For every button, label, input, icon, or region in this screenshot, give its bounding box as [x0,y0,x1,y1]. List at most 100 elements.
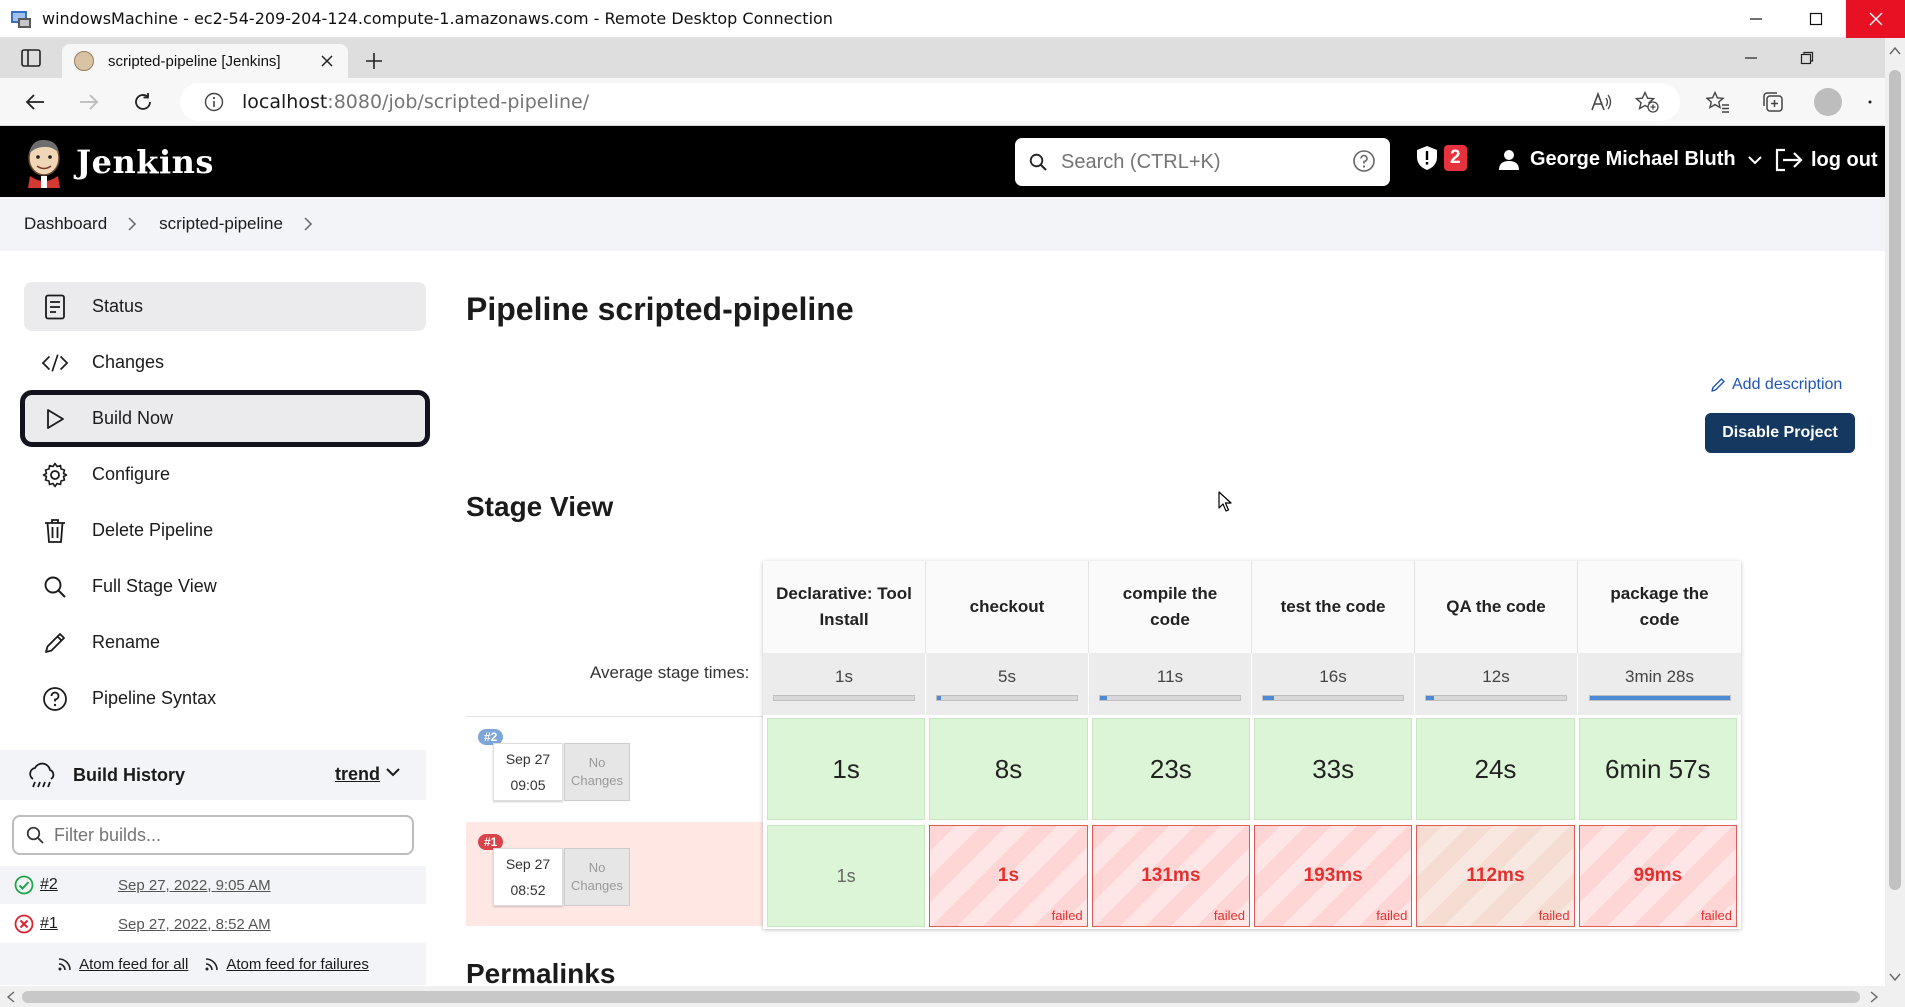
horizontal-scroll-thumb[interactable] [22,991,1860,1003]
stage-build-row-header[interactable]: #1 Sep 27 08:52 No Changes [466,822,763,926]
build-date: Sep 27 [505,751,551,767]
sidebar: Status Changes Build Now Configure Delet… [20,282,430,730]
atom-feed-failures-link[interactable]: Atom feed for failures [204,956,369,973]
sidebar-item-changes[interactable]: Changes [24,338,426,387]
jenkins-search-input[interactable] [1061,150,1331,174]
chevron-down-icon[interactable] [386,767,400,777]
average-time-bar-fill [937,696,942,700]
success-check-icon [14,875,34,895]
sidebar-item-configure[interactable]: Configure [24,450,426,499]
new-tab-button[interactable] [354,44,394,78]
mouse-cursor-icon [1218,491,1232,512]
minimize-icon [1745,57,1757,59]
star-plus-icon [1635,91,1659,113]
stage-cell-time: 1s [997,865,1020,886]
favorites-button[interactable] [1690,78,1745,126]
stage-cell-success[interactable]: 1s [767,825,926,927]
browser-minimize-button[interactable] [1723,38,1779,78]
site-info-button[interactable] [194,83,234,121]
logout-link[interactable]: log out [1775,148,1878,172]
sidebar-item-delete-pipeline[interactable]: Delete Pipeline [24,506,426,555]
breadcrumb-scripted-pipeline[interactable]: scripted-pipeline [159,214,283,233]
stage-cell-success[interactable]: 1s [767,718,926,820]
tab-actions-button[interactable] [0,38,62,78]
build-date-box: Sep 27 08:52 [493,848,563,906]
minimize-icon [1750,18,1762,20]
sidebar-label-build-now: Build Now [92,408,174,428]
stage-cell-failed[interactable]: 193ms failed [1253,825,1413,927]
help-icon[interactable] [1352,149,1376,173]
trend-link[interactable]: trend [335,764,380,784]
disable-project-button[interactable]: Disable Project [1705,413,1855,453]
build-date-link[interactable]: Sep 27, 2022, 9:05 AM [118,876,271,894]
no-changes-box[interactable]: No Changes [564,848,630,906]
browser-tab-active[interactable]: scripted-pipeline [Jenkins] [62,44,348,78]
build-badge[interactable]: #1 [478,834,504,850]
forward-button[interactable] [62,80,116,124]
average-time-bar-fill [1426,696,1435,700]
jenkins-search-box[interactable] [1015,138,1390,186]
read-aloud-button[interactable] [1578,83,1624,121]
failed-tag: failed [1213,908,1245,923]
scroll-down-arrow-icon[interactable] [1889,972,1901,982]
jenkins-brand[interactable]: Jenkins [76,142,214,181]
weather-cloud-icon [29,762,55,788]
atom-feed-all-link[interactable]: Atom feed for all [57,956,188,973]
stage-cell-failed[interactable]: 131ms failed [1091,825,1250,927]
no-changes-box[interactable]: No Changes [564,743,630,801]
average-time-bar [1588,695,1731,701]
filter-builds-input[interactable] [54,824,394,846]
reload-button[interactable] [116,80,170,124]
stage-build-row-header[interactable]: #2 Sep 27 09:05 No Changes [466,716,763,822]
add-description-link[interactable]: Add description [1710,376,1842,394]
breadcrumb-dashboard[interactable]: Dashboard [24,214,108,233]
scroll-left-arrow-icon[interactable] [6,991,16,1003]
add-favorite-button[interactable] [1624,83,1670,121]
tab-close-button[interactable] [318,52,336,70]
vertical-scrollbar[interactable] [1885,38,1905,990]
rdp-maximize-button[interactable] [1786,0,1846,38]
jenkins-logo-icon[interactable] [24,136,64,188]
user-menu[interactable]: George Michael Bluth [1498,148,1762,171]
sidebar-item-full-stage-view[interactable]: Full Stage View [24,562,426,611]
rdp-minimize-button[interactable] [1726,0,1786,38]
sidebar-item-build-now[interactable]: Build Now [20,390,430,447]
stage-cell-failed[interactable]: 112ms failed [1416,825,1575,927]
atom-feed-all-label: Atom feed for all [79,955,189,973]
build-number-link[interactable]: #1 [40,915,58,932]
stage-cell-failed[interactable]: 99ms failed [1578,825,1737,927]
stage-cell-success[interactable]: 23s [1091,718,1250,820]
build-date-link[interactable]: Sep 27, 2022, 8:52 AM [118,915,271,933]
build-number-link[interactable]: #2 [40,876,58,893]
back-button[interactable] [8,80,62,124]
sidebar-item-status[interactable]: Status [24,282,426,331]
sidebar-item-pipeline-syntax[interactable]: Pipeline Syntax [24,674,426,723]
browser-restore-button[interactable] [1779,38,1835,78]
page-title: Pipeline scripted-pipeline [466,291,854,327]
stage-cell-success[interactable]: 24s [1416,718,1575,820]
stage-cell-success[interactable]: 6min 57s [1578,718,1737,820]
alert-count-badge: 2 [1444,145,1467,171]
security-alerts[interactable]: 2 [1416,145,1467,171]
build-history-title: Build History [73,764,186,785]
build-badge[interactable]: #2 [478,729,504,745]
horizontal-scrollbar[interactable] [0,986,1885,1007]
rdp-close-button[interactable] [1846,0,1905,38]
stage-cell-failed[interactable]: 1s failed [929,825,1088,927]
vertical-scroll-thumb[interactable] [1889,70,1901,890]
stage-header-row: Declarative: Tool Install checkout compi… [763,561,1741,653]
url-field[interactable]: localhost:8080/job/scripted-pipeline/ [180,83,1680,121]
stage-cell-time: 131ms [1141,865,1201,886]
more-menu-button[interactable] [1855,78,1885,126]
stage-cell-success[interactable]: 33s [1253,718,1413,820]
chevron-right-icon[interactable] [303,217,313,231]
profile-button[interactable] [1800,78,1855,126]
browser-address-bar: localhost:8080/job/scripted-pipeline/ [0,78,1885,126]
scroll-up-arrow-icon[interactable] [1889,46,1901,56]
collections-button[interactable] [1745,78,1800,126]
sidebar-item-rename[interactable]: Rename [24,618,426,667]
average-time-bar [1099,695,1241,701]
scroll-right-arrow-icon[interactable] [1869,991,1879,1003]
stage-cell-success[interactable]: 8s [929,718,1088,820]
filter-builds-field[interactable] [12,815,414,855]
